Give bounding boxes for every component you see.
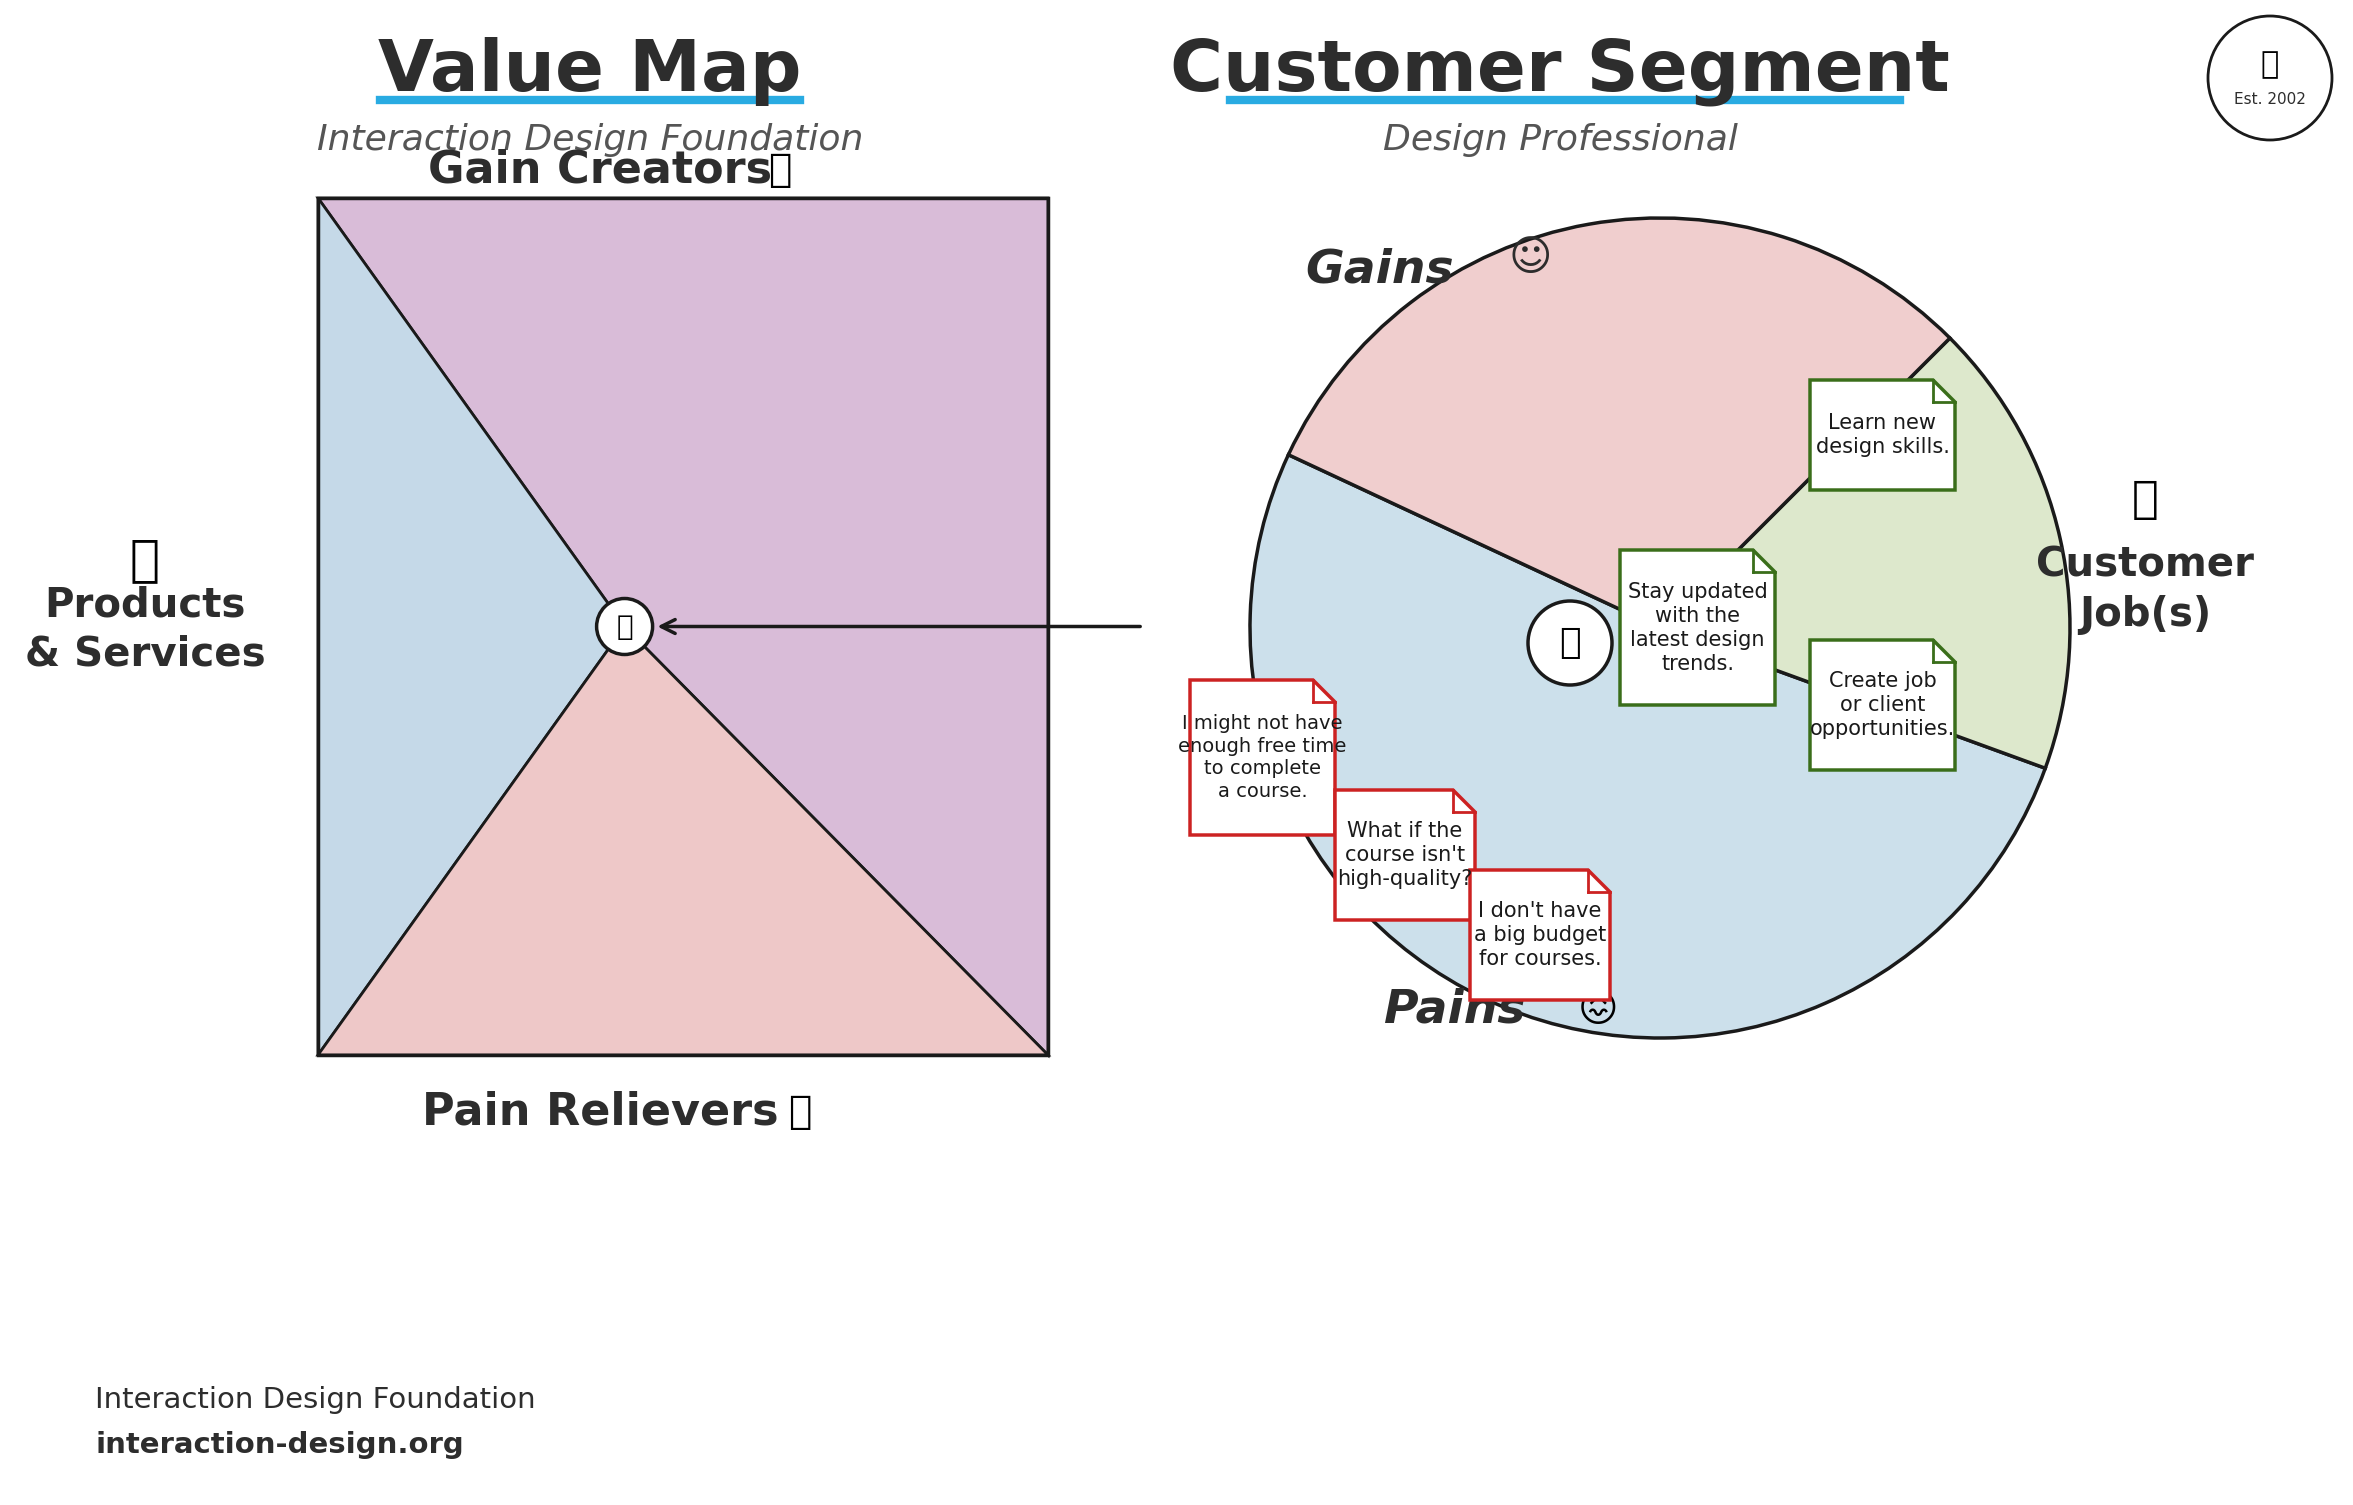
Text: Learn new
design skills.: Learn new design skills. — [1817, 412, 1948, 458]
Text: 🧑: 🧑 — [1560, 626, 1581, 661]
Polygon shape — [318, 199, 624, 1055]
Text: Pain Relievers: Pain Relievers — [421, 1091, 779, 1133]
Circle shape — [1527, 600, 1612, 685]
Wedge shape — [1249, 455, 2045, 1038]
Text: Interaction Design Foundation: Interaction Design Foundation — [94, 1386, 536, 1415]
Text: 🖥️: 🖥️ — [129, 536, 160, 584]
Circle shape — [598, 599, 652, 655]
Text: Gains: Gains — [1306, 247, 1454, 292]
Text: Interaction Design Foundation: Interaction Design Foundation — [318, 123, 864, 157]
Circle shape — [2207, 17, 2332, 140]
Polygon shape — [1809, 640, 1955, 771]
Text: I don't have
a big budget
for courses.: I don't have a big budget for courses. — [1473, 901, 1607, 969]
Polygon shape — [1809, 379, 1955, 491]
Wedge shape — [1659, 339, 2071, 768]
Text: interaction-design.org: interaction-design.org — [94, 1431, 464, 1458]
Polygon shape — [1471, 870, 1609, 999]
Text: Customer
Job(s): Customer Job(s) — [2035, 545, 2254, 635]
Text: Customer Segment: Customer Segment — [1169, 38, 1951, 107]
Polygon shape — [1619, 549, 1774, 704]
Text: 💊: 💊 — [788, 1093, 812, 1130]
Text: Create job
or client
opportunities.: Create job or client opportunities. — [1809, 671, 1955, 739]
Text: Stay updated
with the
latest design
trends.: Stay updated with the latest design tren… — [1628, 581, 1767, 674]
Text: 🎁: 🎁 — [616, 613, 633, 641]
Text: Pains: Pains — [1384, 987, 1525, 1032]
Text: What if the
course isn't
high-quality?: What if the course isn't high-quality? — [1337, 822, 1473, 889]
Polygon shape — [1191, 680, 1334, 835]
Wedge shape — [1289, 218, 1951, 628]
Text: 📋: 📋 — [2132, 479, 2158, 522]
Text: Gain Creators: Gain Creators — [428, 149, 772, 191]
Polygon shape — [318, 626, 1047, 1055]
Text: ☺: ☺ — [1508, 236, 1551, 278]
Text: I might not have
enough free time
to complete
a course.: I might not have enough free time to com… — [1179, 713, 1346, 801]
Text: 🌳: 🌳 — [2261, 51, 2280, 80]
Text: Value Map: Value Map — [379, 38, 802, 107]
Text: Est. 2002: Est. 2002 — [2233, 92, 2306, 107]
Polygon shape — [1334, 790, 1475, 920]
Text: 📈: 📈 — [769, 150, 791, 190]
Bar — [318, 199, 1047, 1055]
Text: Design Professional: Design Professional — [1384, 123, 1737, 157]
Text: Products
& Services: Products & Services — [24, 585, 266, 674]
Text: 😖: 😖 — [1579, 990, 1619, 1029]
Polygon shape — [318, 199, 1047, 1055]
